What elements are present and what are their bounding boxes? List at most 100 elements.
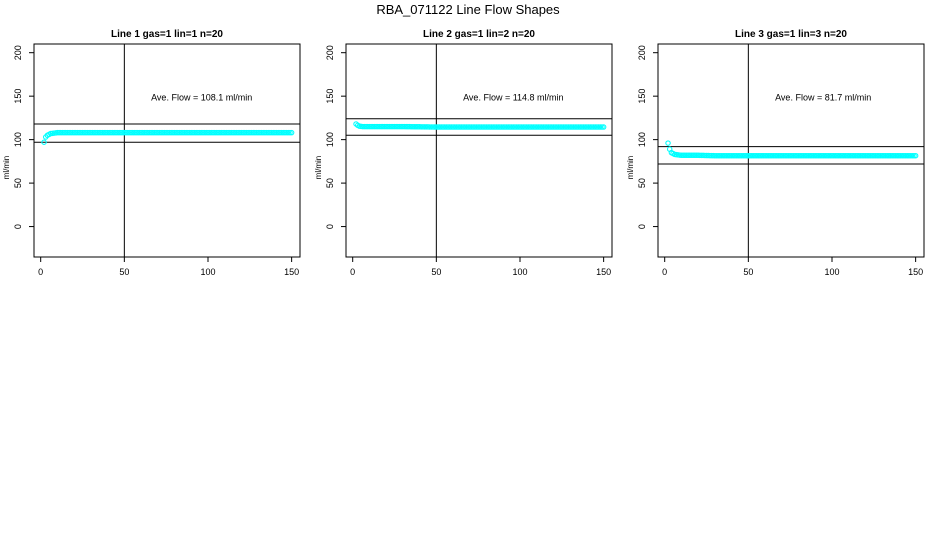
- data-point: [435, 124, 441, 130]
- data-point: [185, 129, 191, 136]
- data-point: [66, 129, 72, 136]
- data-point: [88, 129, 94, 136]
- data-point: [748, 152, 755, 159]
- data-point: [844, 152, 850, 159]
- x-tick-label: 150: [596, 267, 611, 277]
- data-point: [790, 152, 797, 159]
- data-point: [503, 124, 510, 130]
- data-point: [688, 152, 695, 159]
- data-point: [595, 124, 602, 130]
- data-point: [81, 129, 87, 136]
- data-point: [810, 152, 817, 159]
- average-flow-annotation: Ave. Flow = 108.1 ml/min: [151, 93, 252, 103]
- data-point: [809, 152, 815, 159]
- y-tick-label: 0: [325, 224, 335, 229]
- data-point: [505, 124, 512, 130]
- data-point: [277, 129, 283, 136]
- data-point: [84, 129, 91, 136]
- data-point: [728, 152, 735, 159]
- data-point: [118, 129, 124, 136]
- data-point: [891, 152, 897, 159]
- y-tick-label: 0: [13, 224, 23, 229]
- data-point: [188, 129, 195, 136]
- data-point: [549, 124, 555, 130]
- data-point: [176, 129, 183, 136]
- data-point: [98, 129, 104, 136]
- data-point: [383, 123, 389, 130]
- data-point: [371, 123, 378, 130]
- data-point: [882, 152, 889, 159]
- data-point: [712, 152, 718, 159]
- data-point: [480, 124, 486, 130]
- chart-panel-1: Line 1 gas=1 lin=1 n=20 0 50 100 150 200 0 50 10…: [2, 29, 301, 277]
- data-point: [518, 124, 525, 130]
- data-point: [587, 124, 594, 130]
- data-point: [904, 152, 911, 159]
- data-point: [91, 129, 97, 136]
- data-point: [104, 129, 111, 136]
- data-point: [722, 152, 728, 159]
- data-point: [502, 124, 508, 130]
- data-point: [478, 124, 485, 130]
- data-point: [550, 124, 557, 130]
- data-point: [805, 152, 812, 159]
- data-point: [685, 152, 691, 159]
- data-point: [680, 152, 686, 159]
- data-point: [79, 129, 86, 136]
- data-point: [876, 152, 882, 159]
- data-point: [758, 152, 765, 159]
- data-point: [366, 123, 373, 130]
- data-point: [168, 129, 174, 136]
- data-point: [155, 129, 161, 136]
- data-point: [385, 123, 391, 130]
- data-point: [735, 152, 742, 159]
- chart-panel-3: Line 3 gas=1 lin=3 n=20 0 50 100 150 200 0 50 10…: [626, 29, 925, 277]
- data-point: [450, 124, 456, 130]
- data-point: [283, 129, 290, 136]
- data-point: [590, 124, 597, 130]
- data-point: [492, 124, 498, 130]
- data-point: [69, 129, 76, 136]
- data-point: [258, 129, 265, 136]
- data-point: [834, 152, 840, 159]
- data-point: [717, 152, 723, 159]
- data-point: [560, 124, 567, 130]
- data-point: [63, 129, 69, 136]
- data-point: [837, 152, 844, 159]
- data-point: [820, 152, 827, 159]
- data-point: [592, 124, 599, 130]
- data-point: [520, 124, 527, 130]
- data-point: [288, 129, 295, 136]
- data-point: [205, 129, 211, 136]
- data-point: [270, 129, 276, 136]
- data-point: [763, 152, 770, 159]
- data-point: [178, 129, 184, 136]
- data-point: [559, 124, 565, 130]
- data-point: [886, 152, 892, 159]
- data-point: [78, 129, 84, 136]
- data-point: [822, 152, 829, 159]
- data-point: [547, 124, 553, 130]
- data-point: [599, 124, 605, 130]
- data-point: [153, 129, 159, 136]
- x-tick-label: 100: [200, 267, 215, 277]
- y-tick-label: 150: [325, 89, 335, 104]
- data-point: [64, 129, 71, 136]
- data-point: [589, 124, 595, 130]
- data-point: [542, 124, 548, 130]
- data-point: [113, 129, 119, 136]
- data-point: [497, 124, 503, 130]
- data-point: [569, 124, 575, 130]
- data-point: [871, 152, 877, 159]
- data-point: [862, 152, 869, 159]
- data-point: [692, 152, 698, 159]
- data-point: [99, 129, 106, 136]
- data-point: [775, 152, 782, 159]
- x-tick-label: 100: [512, 267, 527, 277]
- data-point: [814, 152, 820, 159]
- data-point: [907, 152, 914, 159]
- data-point: [206, 129, 213, 136]
- data-point: [665, 140, 671, 146]
- data-point: [161, 129, 168, 136]
